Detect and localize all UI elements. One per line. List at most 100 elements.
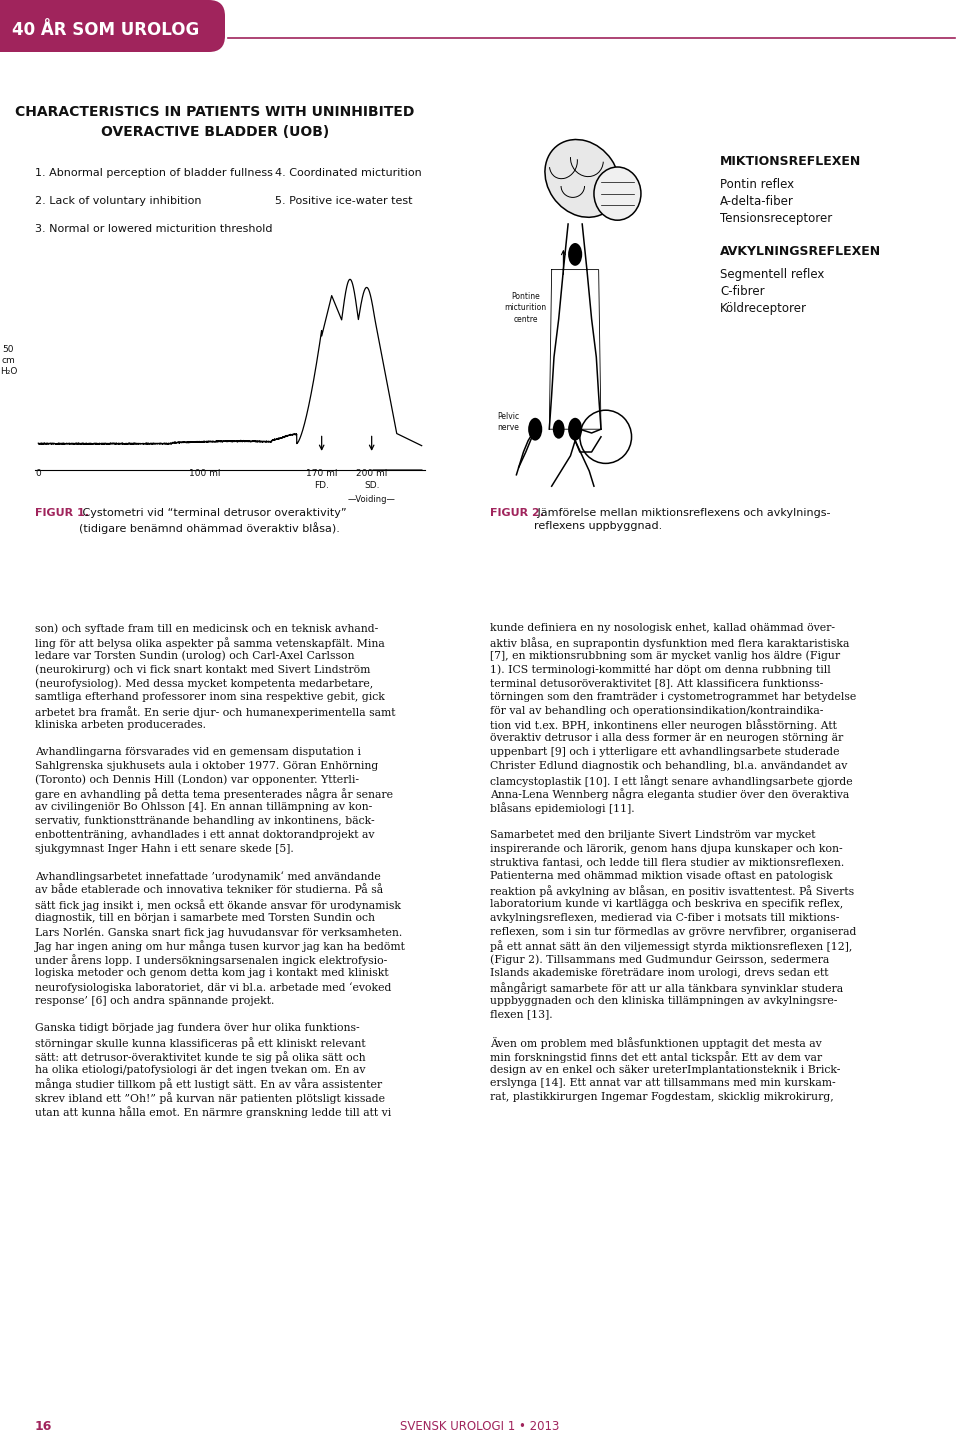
Text: SVENSK UROLOGI 1 • 2013: SVENSK UROLOGI 1 • 2013 <box>400 1420 560 1433</box>
Text: sjukgymnast Inger Hahn i ett senare skede [5].: sjukgymnast Inger Hahn i ett senare sked… <box>35 844 294 854</box>
Text: 50
cm
H₂O: 50 cm H₂O <box>0 345 17 376</box>
Text: kliniska arbeten producerades.: kliniska arbeten producerades. <box>35 720 206 730</box>
Text: blåsans epidemiologi [11].: blåsans epidemiologi [11]. <box>490 802 635 814</box>
Text: SD.: SD. <box>364 481 379 490</box>
Text: C-fibrer: C-fibrer <box>720 285 764 298</box>
Text: gare en avhandling på detta tema presenterades några år senare: gare en avhandling på detta tema present… <box>35 789 393 801</box>
Text: av både etablerade och innovativa tekniker för studierna. På så: av både etablerade och innovativa teknik… <box>35 886 383 896</box>
Text: 5. Positive ice-water test: 5. Positive ice-water test <box>275 197 413 207</box>
Ellipse shape <box>594 168 641 220</box>
Text: 100 ml: 100 ml <box>189 470 221 478</box>
Text: FIGUR 2.: FIGUR 2. <box>490 509 544 517</box>
Text: kunde definiera en ny nosologisk enhet, kallad ohämmad över-: kunde definiera en ny nosologisk enhet, … <box>490 623 835 633</box>
Text: neurofysiologiska laboratoriet, där vi bl.a. arbetade med ‘evoked: neurofysiologiska laboratoriet, där vi b… <box>35 981 392 993</box>
Text: sätt: att detrusor-överaktivitet kunde te sig på olika sätt och: sätt: att detrusor-överaktivitet kunde t… <box>35 1051 366 1062</box>
Text: —Voiding—: —Voiding— <box>348 496 396 504</box>
Text: Köldreceptorer: Köldreceptorer <box>720 302 807 315</box>
Text: skrev ibland ett ”Oh!” på kurvan när patienten plötsligt kissade: skrev ibland ett ”Oh!” på kurvan när pat… <box>35 1092 385 1104</box>
Text: min forskningstid finns det ett antal tickspår. Ett av dem var: min forskningstid finns det ett antal ti… <box>490 1051 822 1062</box>
Circle shape <box>553 419 564 439</box>
Text: 40 ÅR SOM UROLOG: 40 ÅR SOM UROLOG <box>12 22 200 39</box>
Text: Avhandlingsarbetet innefattade ’urodynamik‘ med användande: Avhandlingsarbetet innefattade ’urodynam… <box>35 871 381 883</box>
Text: uppenbart [9] och i ytterligare ett avhandlingsarbete studerade: uppenbart [9] och i ytterligare ett avha… <box>490 747 839 757</box>
Text: reaktion på avkylning av blåsan, en positiv isvattentest. På Siverts: reaktion på avkylning av blåsan, en posi… <box>490 886 854 897</box>
Bar <box>0 0 20 52</box>
Text: Islands akademiske företrädare inom urologi, drevs sedan ett: Islands akademiske företrädare inom urol… <box>490 968 828 978</box>
Text: Jag har ingen aning om hur många tusen kurvor jag kan ha bedömt: Jag har ingen aning om hur många tusen k… <box>35 941 406 952</box>
Text: 1). ICS terminologi-kommitté har döpt om denna rubbning till: 1). ICS terminologi-kommitté har döpt om… <box>490 665 830 675</box>
Text: törningen som den framträder i cystometrogrammet har betydelse: törningen som den framträder i cystometr… <box>490 692 856 702</box>
Text: flexen [13].: flexen [13]. <box>490 1010 553 1019</box>
Text: mångårigt samarbete för att ur alla tänkbara synvinklar studera: mångårigt samarbete för att ur alla tänk… <box>490 981 843 994</box>
Text: Ganska tidigt började jag fundera över hur olika funktions-: Ganska tidigt började jag fundera över h… <box>35 1023 360 1033</box>
Text: Patienterna med ohämmad miktion visade oftast en patologisk: Patienterna med ohämmad miktion visade o… <box>490 871 832 881</box>
Text: MIKTIONSREFLEXEN: MIKTIONSREFLEXEN <box>720 155 861 168</box>
Text: rat, plastikkirurgen Ingemar Fogdestam, skicklig mikrokirurg,: rat, plastikkirurgen Ingemar Fogdestam, … <box>490 1092 833 1103</box>
Text: avkylningsreflexen, medierad via C-fiber i motsats till miktions-: avkylningsreflexen, medierad via C-fiber… <box>490 913 839 923</box>
Text: CHARACTERISTICS IN PATIENTS WITH UNINHIBITED
OVERACTIVE BLADDER (UOB): CHARACTERISTICS IN PATIENTS WITH UNINHIB… <box>15 105 415 139</box>
Text: Även om problem med blåsfunktionen upptagit det mesta av: Även om problem med blåsfunktionen uppta… <box>490 1038 822 1049</box>
Text: (neurofysiolog). Med dessa mycket kompetenta medarbetare,: (neurofysiolog). Med dessa mycket kompet… <box>35 678 373 689</box>
Text: 4. Coordinated micturition: 4. Coordinated micturition <box>275 168 421 178</box>
Text: laboratorium kunde vi kartlägga och beskriva en specifik reflex,: laboratorium kunde vi kartlägga och besk… <box>490 899 843 909</box>
Text: (neurokirurg) och vi fick snart kontakt med Sivert Lindström: (neurokirurg) och vi fick snart kontakt … <box>35 665 371 675</box>
Text: sätt fick jag insikt i, men också ett ökande ansvar för urodynamisk: sätt fick jag insikt i, men också ett ök… <box>35 899 401 910</box>
Circle shape <box>568 243 582 266</box>
Text: (Toronto) och Dennis Hill (London) var opponenter. Ytterli-: (Toronto) och Dennis Hill (London) var o… <box>35 775 359 786</box>
Text: erslynga [14]. Ett annat var att tillsammans med min kurskam-: erslynga [14]. Ett annat var att tillsam… <box>490 1078 835 1088</box>
Text: FD.: FD. <box>314 481 329 490</box>
Text: son) och syftade fram till en medicinsk och en teknisk avhand-: son) och syftade fram till en medicinsk … <box>35 623 378 633</box>
Text: FIGUR 1.: FIGUR 1. <box>35 509 89 517</box>
Text: design av en enkel och säker ureterImplantationsteknik i Brick-: design av en enkel och säker ureterImpla… <box>490 1065 840 1075</box>
Text: ledare var Torsten Sundin (urolog) och Carl-Axel Carlsson: ledare var Torsten Sundin (urolog) och C… <box>35 650 354 662</box>
Text: A-delta-fiber: A-delta-fiber <box>720 195 794 208</box>
Text: Avhandlingarna försvarades vid en gemensam disputation i: Avhandlingarna försvarades vid en gemens… <box>35 747 361 757</box>
Text: Lars Norlén. Ganska snart fick jag huvudansvar för verksamheten.: Lars Norlén. Ganska snart fick jag huvud… <box>35 926 402 938</box>
Text: inspirerande och lärorik, genom hans djupa kunskaper och kon-: inspirerande och lärorik, genom hans dju… <box>490 844 843 854</box>
Text: ha olika etiologi/patofysiologi är det ingen tvekan om. En av: ha olika etiologi/patofysiologi är det i… <box>35 1065 366 1075</box>
Text: av civilingeniör Bo Ohlsson [4]. En annan tillämpning av kon-: av civilingeniör Bo Ohlsson [4]. En anna… <box>35 802 372 812</box>
Text: störningar skulle kunna klassificeras på ett kliniskt relevant: störningar skulle kunna klassificeras på… <box>35 1038 366 1049</box>
Text: response’ [6] och andra spännande projekt.: response’ [6] och andra spännande projek… <box>35 996 275 1006</box>
Text: under årens lopp. I undersökningsarsenalen ingick elektrofysio-: under årens lopp. I undersökningsarsenal… <box>35 954 387 967</box>
Circle shape <box>528 418 542 441</box>
Text: ling för att belysa olika aspekter på samma vetenskapfält. Mina: ling för att belysa olika aspekter på sa… <box>35 637 385 649</box>
Text: 2. Lack of voluntary inhibition: 2. Lack of voluntary inhibition <box>35 197 202 207</box>
Text: utan att kunna hålla emot. En närmre granskning ledde till att vi: utan att kunna hålla emot. En närmre gra… <box>35 1105 392 1118</box>
Text: uppbyggnaden och den kliniska tillämpningen av avkylningsre-: uppbyggnaden och den kliniska tillämpnin… <box>490 996 837 1006</box>
Text: Christer Edlund diagnostik och behandling, bl.a. användandet av: Christer Edlund diagnostik och behandlin… <box>490 762 848 772</box>
Circle shape <box>568 418 582 441</box>
Text: Pelvic
nerve: Pelvic nerve <box>497 412 519 432</box>
Text: på ett annat sätt än den viljemessigt styrda miktionsreflexen [12],: på ett annat sätt än den viljemessigt st… <box>490 941 852 952</box>
Text: 200 ml: 200 ml <box>356 470 387 478</box>
Text: Pontine
micturition
centre: Pontine micturition centre <box>505 292 547 324</box>
Text: clamcystoplastik [10]. I ett långt senare avhandlingsarbete gjorde: clamcystoplastik [10]. I ett långt senar… <box>490 775 852 786</box>
Text: reflexen, som i sin tur förmedlas av grövre nervfibrer, organiserad: reflexen, som i sin tur förmedlas av grö… <box>490 926 856 936</box>
Text: diagnostik, till en början i samarbete med Torsten Sundin och: diagnostik, till en början i samarbete m… <box>35 913 375 923</box>
Text: Pontin reflex: Pontin reflex <box>720 178 794 191</box>
Text: arbetet bra framåt. En serie djur- och humanexperimentella samt: arbetet bra framåt. En serie djur- och h… <box>35 705 396 718</box>
Text: för val av behandling och operationsindikation/kontraindika-: för val av behandling och operationsindi… <box>490 705 824 715</box>
Text: [7], en miktionsrubbning som är mycket vanlig hos äldre (Figur: [7], en miktionsrubbning som är mycket v… <box>490 650 840 662</box>
FancyBboxPatch shape <box>0 0 225 52</box>
Text: Samarbetet med den briljante Sivert Lindström var mycket: Samarbetet med den briljante Sivert Lind… <box>490 829 815 840</box>
Text: servativ, funktionsttränande behandling av inkontinens, bäck-: servativ, funktionsttränande behandling … <box>35 816 374 827</box>
Text: många studier tillkom på ett lustigt sätt. En av våra assistenter: många studier tillkom på ett lustigt sät… <box>35 1078 382 1090</box>
Text: 3. Normal or lowered micturition threshold: 3. Normal or lowered micturition thresho… <box>35 224 273 234</box>
Text: Sahlgrenska sjukhusets aula i oktober 1977. Göran Enhörning: Sahlgrenska sjukhusets aula i oktober 19… <box>35 762 378 772</box>
Text: 0: 0 <box>36 470 41 478</box>
Text: Anna-Lena Wennberg några eleganta studier över den överaktiva: Anna-Lena Wennberg några eleganta studie… <box>490 789 850 801</box>
Text: aktiv blåsa, en suprapontin dysfunktion med flera karaktaristiska: aktiv blåsa, en suprapontin dysfunktion … <box>490 637 850 649</box>
Text: Jämförelse mellan miktionsreflexens och avkylnings-
reflexens uppbyggnad.: Jämförelse mellan miktionsreflexens och … <box>534 509 830 532</box>
Text: 170 ml: 170 ml <box>306 470 337 478</box>
Text: (Figur 2). Tillsammans med Gudmundur Geirsson, sedermera: (Figur 2). Tillsammans med Gudmundur Gei… <box>490 954 829 965</box>
Text: tion vid t.ex. BPH, inkontinens eller neurogen blåsstörning. Att: tion vid t.ex. BPH, inkontinens eller ne… <box>490 720 837 731</box>
Text: Tensionsreceptorer: Tensionsreceptorer <box>720 212 832 225</box>
Text: överaktiv detrusor i alla dess former är en neurogen störning är: överaktiv detrusor i alla dess former är… <box>490 734 843 743</box>
Text: terminal detusoröveraktivitet [8]. Att klassificera funktionss-: terminal detusoröveraktivitet [8]. Att k… <box>490 678 824 688</box>
Text: enbottenträning, avhandlades i ett annat doktorandprojekt av: enbottenträning, avhandlades i ett annat… <box>35 829 374 840</box>
Text: Cystometri vid “terminal detrusor overaktivity”
(tidigare benämnd ohämmad överak: Cystometri vid “terminal detrusor overak… <box>79 509 347 533</box>
Text: samtliga efterhand professorer inom sina respektive gebit, gick: samtliga efterhand professorer inom sina… <box>35 692 385 702</box>
Text: AVKYLNINGSREFLEXEN: AVKYLNINGSREFLEXEN <box>720 246 881 259</box>
Text: struktiva fantasi, och ledde till flera studier av miktionsreflexen.: struktiva fantasi, och ledde till flera … <box>490 857 844 867</box>
